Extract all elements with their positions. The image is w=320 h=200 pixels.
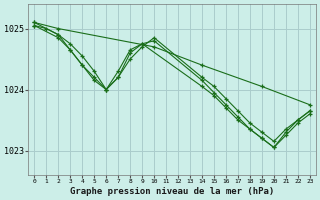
X-axis label: Graphe pression niveau de la mer (hPa): Graphe pression niveau de la mer (hPa) <box>70 187 274 196</box>
